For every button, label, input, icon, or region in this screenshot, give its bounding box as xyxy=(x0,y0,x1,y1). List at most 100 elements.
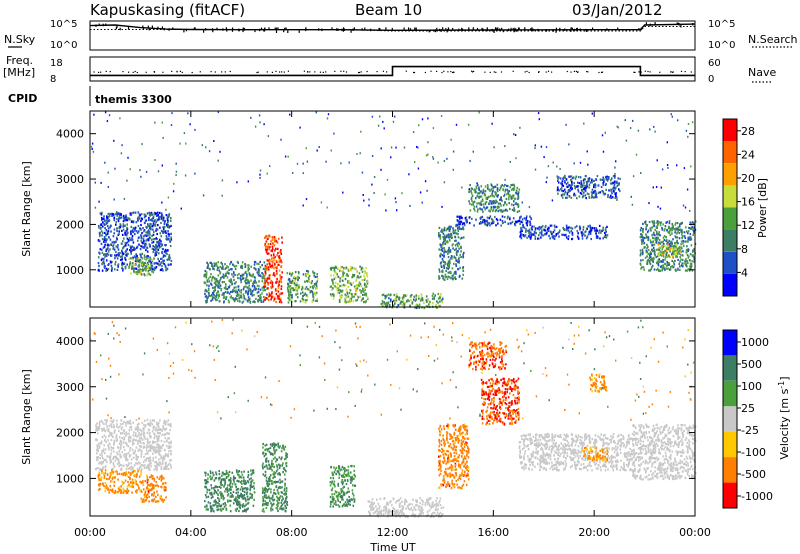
power-cell xyxy=(350,266,352,269)
power-cell xyxy=(355,278,358,281)
power-cell xyxy=(287,282,290,285)
nsky-sample xyxy=(515,29,517,32)
nsky-sample xyxy=(353,27,355,30)
power-cell xyxy=(461,277,464,280)
velocity-cell xyxy=(165,427,168,430)
power-cell xyxy=(169,244,172,248)
power-cell xyxy=(215,279,218,282)
power-cell xyxy=(486,184,489,187)
power-cell xyxy=(667,267,669,270)
power-cell xyxy=(661,228,664,231)
power-cell xyxy=(354,287,357,291)
velocity-cell xyxy=(100,419,103,423)
power-cell xyxy=(577,176,580,179)
power-cell xyxy=(288,287,291,290)
power-cell xyxy=(409,204,411,207)
power-cell xyxy=(686,253,689,257)
power-cell xyxy=(415,298,417,301)
power-cell xyxy=(201,144,203,147)
power-cell xyxy=(103,217,105,220)
power-cell xyxy=(146,257,149,260)
power-cell xyxy=(590,237,592,241)
velocity-cell xyxy=(108,455,110,458)
power-cell xyxy=(446,227,449,230)
power-cell xyxy=(140,264,143,267)
power-cell xyxy=(107,186,109,188)
velocity-cell xyxy=(146,437,149,440)
power-cell xyxy=(505,197,508,201)
power-cell xyxy=(658,251,661,254)
power-cell xyxy=(664,250,666,253)
power-cell xyxy=(288,277,291,281)
power-cell xyxy=(313,282,316,286)
power-cell xyxy=(290,297,293,300)
velocity-cell xyxy=(135,418,138,422)
power-cell xyxy=(457,245,459,248)
velocity-cell xyxy=(97,467,99,470)
power-cell xyxy=(484,208,486,211)
power-cell xyxy=(439,234,441,237)
power-cell xyxy=(415,294,418,297)
power-cell xyxy=(481,199,484,202)
power-cell xyxy=(448,251,450,254)
power-cell xyxy=(595,227,597,230)
power-cell xyxy=(309,286,312,289)
power-cell xyxy=(557,192,559,195)
power-cell xyxy=(581,190,584,193)
power-cell xyxy=(538,237,540,240)
power-cell xyxy=(601,178,604,181)
power-cell xyxy=(350,268,352,271)
power-cell xyxy=(602,183,605,186)
power-cell xyxy=(137,236,140,239)
nave-sample xyxy=(153,71,155,73)
power-cell xyxy=(515,192,517,195)
power-cell xyxy=(457,260,459,264)
power-cell xyxy=(301,285,304,288)
power-cell xyxy=(544,229,547,232)
power-cell xyxy=(147,255,149,258)
velocity-cell xyxy=(101,461,103,464)
power-cell xyxy=(129,263,131,266)
power-cell xyxy=(100,223,103,226)
power-cell xyxy=(154,267,157,270)
power-cell xyxy=(165,234,168,238)
velocity-cell xyxy=(147,442,150,445)
power-cell xyxy=(534,147,536,150)
power-colorbar-box xyxy=(723,185,737,208)
power-cell xyxy=(263,277,265,280)
power-cell xyxy=(147,270,150,273)
velocity-cell xyxy=(101,436,104,439)
power-cell xyxy=(569,189,571,192)
power-cell xyxy=(356,153,358,155)
power-cell xyxy=(667,231,669,234)
velocity-cell xyxy=(96,467,98,470)
power-cell xyxy=(296,282,298,285)
power-cell xyxy=(682,254,684,257)
power-cell xyxy=(679,260,681,263)
power-cell xyxy=(681,231,684,234)
velocity-cell xyxy=(129,419,131,422)
power-cell xyxy=(632,175,635,178)
power-cell xyxy=(373,176,376,178)
velocity-cell xyxy=(126,465,129,468)
power-cell xyxy=(130,247,132,250)
velocity-cell xyxy=(170,464,172,467)
power-cell xyxy=(486,221,489,224)
power-cell xyxy=(687,238,689,241)
power-cell xyxy=(687,123,690,125)
power-cell xyxy=(347,274,349,277)
velocity-cell xyxy=(142,446,145,449)
power-cell xyxy=(175,174,177,177)
power-cell xyxy=(105,254,108,258)
power-cell xyxy=(694,220,697,223)
power-cell xyxy=(205,146,207,149)
power-cell xyxy=(540,231,543,234)
power-cell xyxy=(530,227,533,230)
power-cell xyxy=(330,274,332,277)
power-cell xyxy=(456,215,459,218)
power-cell xyxy=(569,184,572,187)
power-cell xyxy=(614,182,616,185)
power-cell xyxy=(581,186,583,189)
nsky-sample xyxy=(95,24,97,27)
power-cell xyxy=(480,216,482,219)
